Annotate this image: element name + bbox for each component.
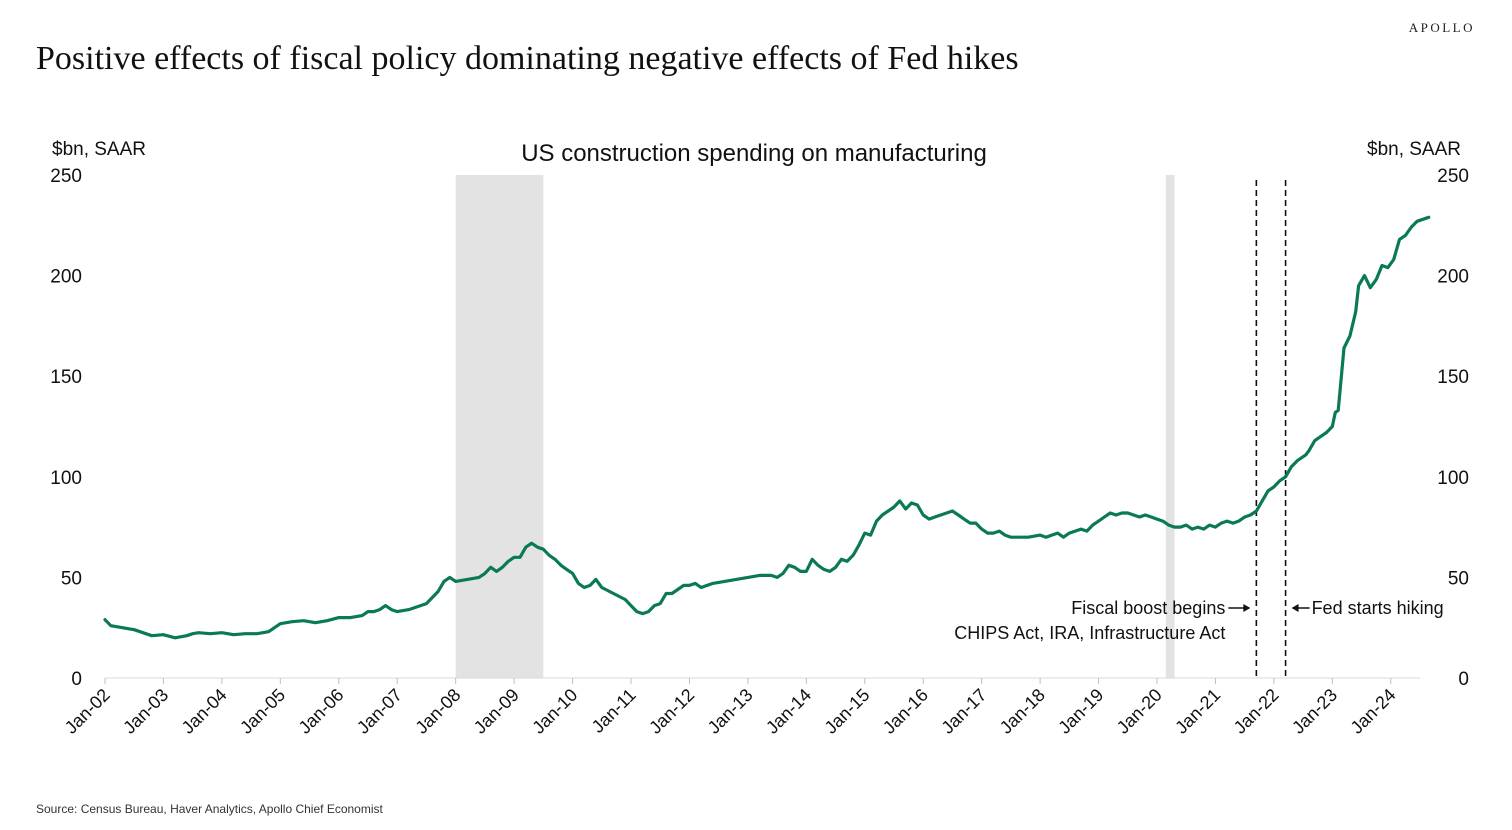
x-tick-label: Jan-16	[879, 685, 932, 738]
x-tick-label: Jan-09	[470, 685, 523, 738]
x-tick-label: Jan-19	[1054, 685, 1107, 738]
source-note: Source: Census Bureau, Haver Analytics, …	[36, 802, 383, 816]
x-tick-label: Jan-11	[588, 685, 640, 737]
y-tick-left-0: 0	[71, 669, 82, 690]
x-tick-label: Jan-06	[295, 685, 348, 738]
x-tick-label: Jan-03	[119, 685, 172, 738]
arrowhead-right-icon	[1243, 604, 1251, 612]
x-tick-label: Jan-22	[1230, 685, 1283, 738]
y-tick-left-100: 100	[50, 468, 82, 489]
chart-title: US construction spending on manufacturin…	[521, 140, 987, 167]
x-tick-label: Jan-02	[61, 685, 114, 738]
recession-bands	[455, 175, 1175, 678]
x-tick-label: Jan-05	[236, 685, 289, 738]
y-axis-right: 0 50 100 150 200 250	[1437, 166, 1469, 690]
y-tick-left-200: 200	[50, 267, 82, 288]
annotation-label-fed-hiking: Fed starts hiking	[1312, 598, 1444, 618]
x-tick-label: Jan-18	[996, 685, 1049, 738]
x-tick-label: Jan-23	[1288, 685, 1341, 738]
x-tick-label: Jan-15	[821, 685, 874, 738]
x-tick-label: Jan-07	[353, 685, 406, 738]
x-tick-label: Jan-14	[762, 685, 815, 738]
annotation-sublabel-acts: CHIPS Act, IRA, Infrastructure Act	[954, 623, 1225, 643]
y-tick-right-100: 100	[1437, 468, 1469, 489]
page-title: Positive effects of fiscal policy domina…	[36, 40, 1019, 77]
y-tick-right-150: 150	[1437, 367, 1469, 388]
y-tick-left-150: 150	[50, 367, 82, 388]
y-axis-label-right: $bn, SAAR	[1367, 139, 1461, 160]
annotation-lines: Fiscal boost begins CHIPS Act, IRA, Infra…	[954, 180, 1444, 678]
x-tick-label: Jan-13	[704, 685, 757, 738]
x-axis: Jan-02 Jan-03 Jan-04 Jan-05 Jan-06 Jan-07 Jan-…	[61, 677, 1420, 738]
recession-band-2	[1165, 175, 1175, 678]
y-tick-right-250: 250	[1437, 166, 1469, 187]
x-tick-label: Jan-04	[178, 685, 231, 738]
y-axis-label-left: $bn, SAAR	[52, 139, 146, 160]
y-tick-left-250: 250	[50, 166, 82, 187]
x-tick-label: Jan-12	[645, 685, 698, 738]
x-tick-label: Jan-17	[937, 685, 990, 738]
x-tick-label: Jan-20	[1113, 685, 1166, 738]
x-tick-label: Jan-24	[1347, 685, 1400, 738]
x-tick-label: Jan-10	[528, 685, 581, 738]
x-tick-label: Jan-08	[411, 685, 464, 738]
y-tick-right-50: 50	[1448, 568, 1469, 589]
recession-band-1	[455, 175, 544, 678]
y-tick-left-50: 50	[61, 568, 82, 589]
annotation-label-fiscal-boost: Fiscal boost begins	[1071, 598, 1225, 618]
y-axis-left: 0 50 100 150 200 250	[50, 166, 82, 690]
series-line-1	[103, 215, 1431, 640]
x-tick-label: Jan-21	[1171, 685, 1224, 738]
y-tick-right-200: 200	[1437, 267, 1469, 288]
series-layer	[103, 215, 1431, 640]
brand-logo: APOLLO	[1408, 20, 1475, 35]
y-tick-right-0: 0	[1458, 669, 1469, 690]
